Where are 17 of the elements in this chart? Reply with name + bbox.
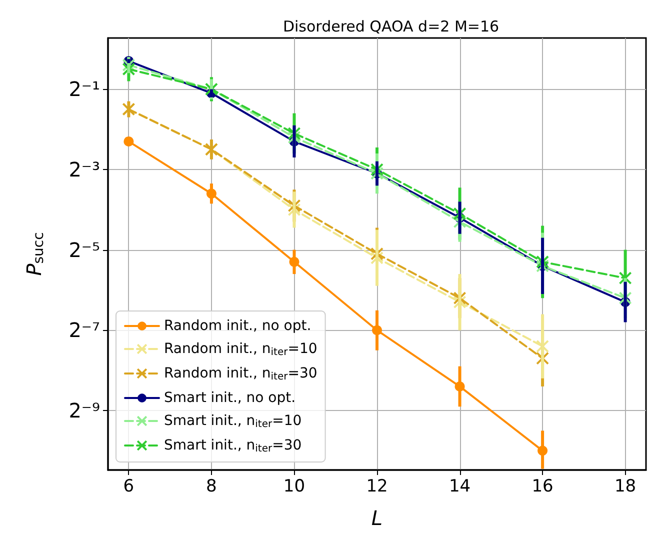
y-tick-label: 2⁻⁵: [68, 238, 100, 262]
y-axis-title: Psucc: [22, 232, 47, 276]
legend-label: Smart init., no opt.: [164, 390, 296, 406]
legend-label: Random init., no opt.: [164, 318, 312, 334]
x-tick-label: 10: [283, 476, 306, 496]
y-tick-label: 2⁻¹: [68, 77, 100, 102]
x-tick-label: 16: [532, 476, 554, 496]
x-tick-label: 14: [448, 476, 471, 496]
y-tick-label: 2⁻⁹: [68, 398, 100, 423]
x-tick-label: 18: [614, 476, 636, 496]
y-tick-label: 2⁻⁷: [68, 318, 100, 342]
y-tick-label: 2⁻³: [68, 158, 100, 182]
x-tick-label: 12: [366, 476, 388, 496]
chart-title: Disordered QAOA d=2 M=16: [282, 18, 500, 36]
x-tick-label: 8: [206, 476, 217, 496]
x-tick-label: 6: [123, 476, 134, 496]
x-axis-title: L: [371, 506, 383, 530]
